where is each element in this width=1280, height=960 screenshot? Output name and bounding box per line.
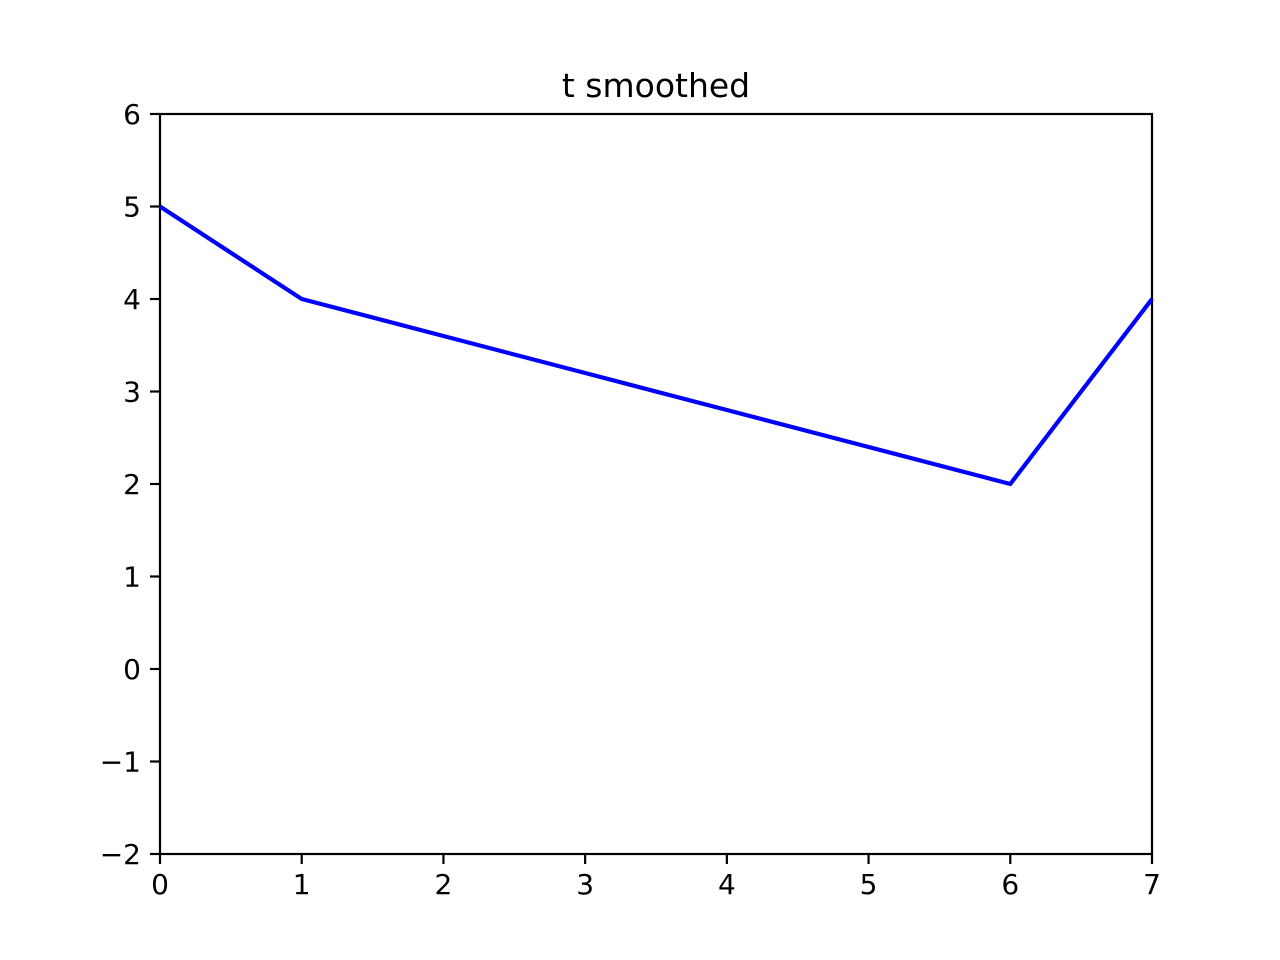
- x-tick-label: 2: [435, 868, 453, 901]
- x-tick-label: 1: [293, 868, 311, 901]
- y-tick-label: 1: [123, 561, 141, 594]
- y-tick-label: 6: [123, 98, 141, 131]
- y-tick-label: 3: [123, 376, 141, 409]
- series-line: [158, 204, 1154, 487]
- y-tick-label: −2: [100, 838, 141, 871]
- x-tick-label: 0: [151, 868, 169, 901]
- x-tick-label: 4: [718, 868, 736, 901]
- y-tick-label: 0: [123, 653, 141, 686]
- x-tick-label: 5: [860, 868, 878, 901]
- x-tick-label: 3: [576, 868, 594, 901]
- y-tick-label: −1: [100, 746, 141, 779]
- x-tick-label: 6: [1001, 868, 1019, 901]
- tick-layer: 0 1 2 3 4 5 6 7 −2 −1 0 1 2 3 4 5 6: [100, 98, 1161, 901]
- y-tick-label: 2: [123, 468, 141, 501]
- y-tick-label: 5: [123, 191, 141, 224]
- series-layer: [158, 204, 1154, 487]
- y-tick-label: 4: [123, 283, 141, 316]
- x-tick-label: 7: [1143, 868, 1161, 901]
- chart-title: t smoothed: [562, 66, 750, 105]
